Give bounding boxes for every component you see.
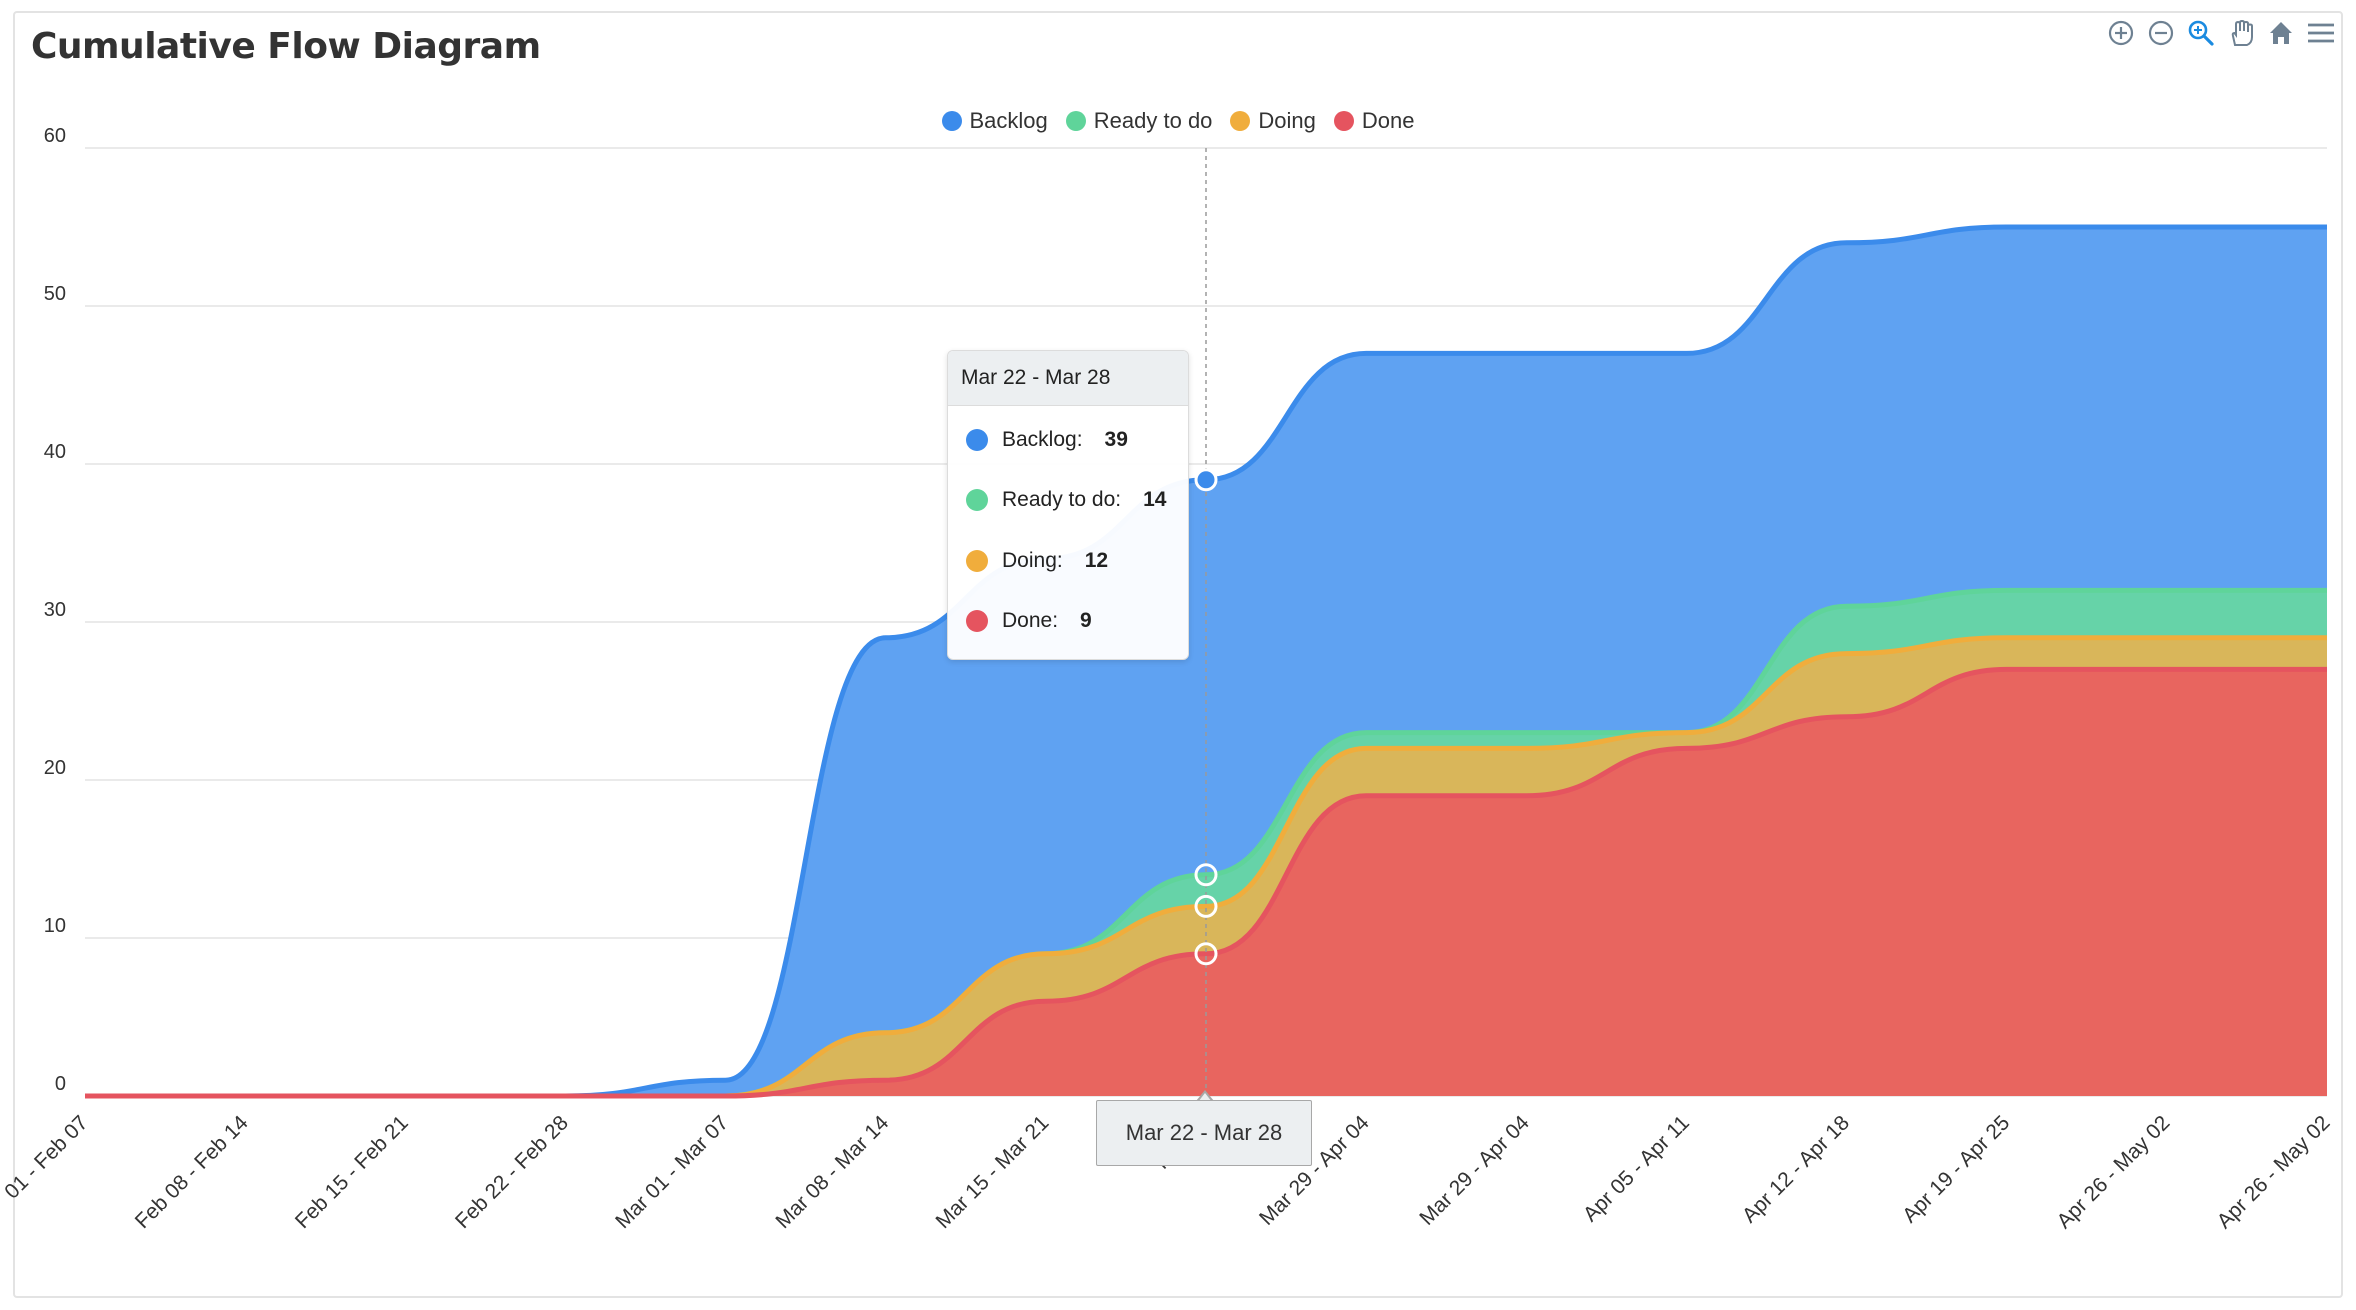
tooltip-row-done: Done: 9 xyxy=(966,609,1092,633)
x-tick-label: Apr 12 - Apr 18 xyxy=(1738,1111,1854,1227)
series-line-done xyxy=(84,666,2327,1099)
series-marker-backlog xyxy=(1194,468,1218,492)
tooltip-row-doing: Doing: 12 xyxy=(966,549,1108,573)
y-tick-label: 10 xyxy=(44,915,66,937)
y-tick-label: 40 xyxy=(44,441,66,463)
legend-marker-icon xyxy=(1230,111,1251,131)
y-tick-label: 20 xyxy=(44,757,66,779)
menu-icon[interactable] xyxy=(2306,18,2336,48)
x-tick-label: Apr 26 - May 02 xyxy=(2052,1111,2174,1233)
legend-item-ready-to-do[interactable]: Ready to do xyxy=(1065,108,1213,134)
tooltip-label: Ready to do: xyxy=(1002,488,1122,511)
tooltip-marker-icon xyxy=(966,489,988,511)
tooltip-value: 14 xyxy=(1143,488,1167,511)
series-area-done xyxy=(85,669,2327,1096)
x-tick-label: Mar 29 - Apr 04 xyxy=(1415,1111,1534,1230)
y-tick-label: 50 xyxy=(44,283,66,305)
tooltip-title: Mar 22 - Mar 28 xyxy=(948,351,1188,406)
x-tick-label: Mar 08 - Mar 14 xyxy=(771,1111,893,1233)
tooltip-label: Backlog: xyxy=(1002,428,1083,451)
tooltip-value: 9 xyxy=(1080,609,1092,632)
tooltip-value: 12 xyxy=(1084,549,1109,572)
tooltip-label: Done: xyxy=(1002,609,1059,632)
selection-zoom-icon[interactable] xyxy=(2186,18,2216,48)
tooltip-label: Doing: xyxy=(1002,549,1063,572)
legend-item-doing[interactable]: Doing xyxy=(1230,108,1316,134)
legend-label: Ready to do xyxy=(1093,108,1213,133)
tooltip-row-backlog: Backlog: 39 xyxy=(966,428,1128,452)
x-tick-label: Mar 15 - Mar 21 xyxy=(931,1111,1053,1233)
legend-label: Doing xyxy=(1258,108,1316,133)
xaxis-tooltip: Mar 22 - Mar 28 xyxy=(1096,1100,1312,1166)
legend-label: Backlog xyxy=(969,108,1048,133)
zoom-out-icon[interactable] xyxy=(2146,18,2176,48)
legend-marker-icon xyxy=(941,111,962,131)
y-tick-label: 0 xyxy=(55,1073,66,1095)
x-tick-label: Apr 19 - Apr 25 xyxy=(1898,1111,2014,1227)
chart-title: Cumulative Flow Diagram xyxy=(31,26,541,67)
x-tick-label: Feb 15 - Feb 21 xyxy=(291,1111,413,1233)
x-tick-label: Apr 26 - May 02 xyxy=(2213,1111,2335,1233)
tooltip-row-ready-to-do: Ready to do: 14 xyxy=(966,488,1166,512)
x-tick-label: Mar 01 - Mar 07 xyxy=(611,1111,733,1233)
tooltip-value: 39 xyxy=(1104,428,1128,451)
pan-hand-icon[interactable] xyxy=(2226,18,2256,48)
reset-home-icon[interactable] xyxy=(2266,18,2296,48)
x-tick-label: Apr 05 - Apr 11 xyxy=(1579,1111,1694,1226)
chart-legend: Backlog Ready to do Doing Done xyxy=(0,108,2356,134)
series-marker-ready-to-do xyxy=(1194,863,1218,887)
x-tick-label: Feb 08 - Feb 14 xyxy=(131,1111,253,1233)
xaxis-tooltip-arrow-inner xyxy=(1198,1093,1212,1102)
series-marker-done xyxy=(1194,942,1218,966)
legend-label: Done xyxy=(1361,108,1415,133)
legend-marker-icon xyxy=(1333,111,1354,131)
tooltip-marker-icon xyxy=(966,610,988,632)
x-tick-label: 01 - Feb 07 xyxy=(0,1111,92,1203)
data-tooltip: Mar 22 - Mar 28 Backlog: 39 Ready to do: 1… xyxy=(947,350,1189,660)
zoom-in-icon[interactable] xyxy=(2106,18,2136,48)
legend-marker-icon xyxy=(1065,111,1086,131)
legend-item-done[interactable]: Done xyxy=(1333,108,1415,134)
legend-item-backlog[interactable]: Backlog xyxy=(941,108,1048,134)
tooltip-marker-icon xyxy=(966,550,988,572)
series-marker-doing xyxy=(1194,894,1218,918)
chart-toolbar xyxy=(2106,18,2336,48)
x-tick-label: Feb 22 - Feb 28 xyxy=(451,1111,573,1233)
tooltip-marker-icon xyxy=(966,429,988,451)
y-tick-label: 30 xyxy=(44,599,66,621)
y-tick-label: 60 xyxy=(44,125,66,147)
